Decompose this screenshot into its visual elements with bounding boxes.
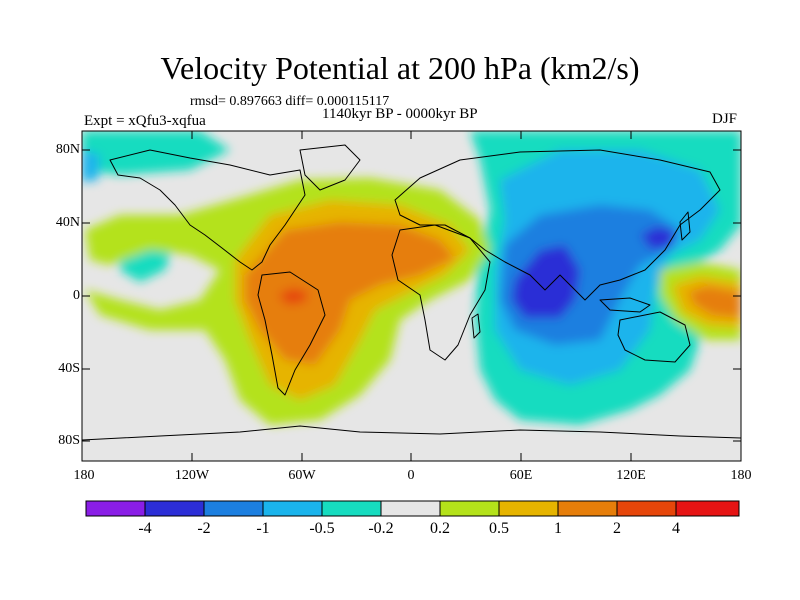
lat-label-80s: 80S [58,433,80,448]
coastline-japan [679,211,691,241]
colorbar-label-5: 0.2 [430,520,450,537]
coastline-australia [617,311,691,363]
coastline-madagascar [471,313,481,339]
colorbar-box-1 [144,500,205,517]
lon-label-120e: 120E [616,468,646,483]
colorbar-label-4: -0.2 [368,520,394,537]
colorbar-label-8: 2 [613,520,621,537]
colorbar-label-7: 1 [554,520,562,537]
lon-label-60w: 60W [288,468,316,483]
colorbar-box-5 [380,500,441,517]
contour-darkorange-atlantic [245,222,455,365]
lat-label-40s: 40S [58,361,80,376]
colorbar [85,500,740,517]
colorbar-box-0 [85,500,146,517]
contour-lightblue-alaska [82,150,100,182]
contour-darkblue-japan [640,226,676,250]
colorbar-box-6 [439,500,500,517]
lon-label-0: 0 [407,468,415,483]
colorbar-label-3: -0.5 [309,520,335,537]
colorbar-label-6: 0.5 [489,520,509,537]
contour-cyan-arctic [82,131,230,175]
colorbar-box-4 [321,500,382,517]
lat-label-40n: 40N [55,215,80,230]
season-label: DJF [712,111,738,127]
coastlines [82,144,741,441]
lon-label-120w: 120W [174,468,210,483]
stats-label: rmsd= 0.897663 diff= 0.000115117 [190,94,390,109]
coastline-eurasia [394,149,721,301]
coastline-south-america [257,271,326,396]
lat-label-0: 0 [73,288,80,303]
lon-label-180w: 180 [73,468,95,483]
map-title: Velocity Potential at 200 hPa (km2/s) [160,50,640,86]
contour-darkblue-india [512,245,580,318]
coastline-antarctica [82,425,741,441]
colorbar-label-2: -1 [256,520,270,537]
period-label: 1140kyr BP - 0000kyr BP [322,106,478,122]
contour-field [82,131,741,461]
experiment-label: Expt = xQfu3-xqfua [84,113,206,129]
coastline-indonesia [599,297,651,313]
lon-label-180e: 180 [730,468,752,483]
colorbar-box-10 [675,500,740,517]
colorbar-label-0: -4 [138,520,152,537]
contour-red-amazon [278,288,308,305]
coastline-north-america [109,149,306,271]
colorbar-box-2 [203,500,264,517]
lon-label-60e: 60E [509,468,533,483]
colorbar-box-8 [557,500,618,517]
colorbar-label-9: 4 [672,520,680,537]
axis-ticks [81,131,742,461]
lat-label-80n: 80N [55,142,80,157]
coastline-africa [391,224,491,361]
colorbar-box-3 [262,500,323,517]
colorbar-box-7 [498,500,559,517]
contour-darkorange-swpacific [688,286,741,318]
colorbar-box-9 [616,500,677,517]
coastline-greenland [299,144,361,191]
colorbar-label-1: -2 [197,520,211,537]
